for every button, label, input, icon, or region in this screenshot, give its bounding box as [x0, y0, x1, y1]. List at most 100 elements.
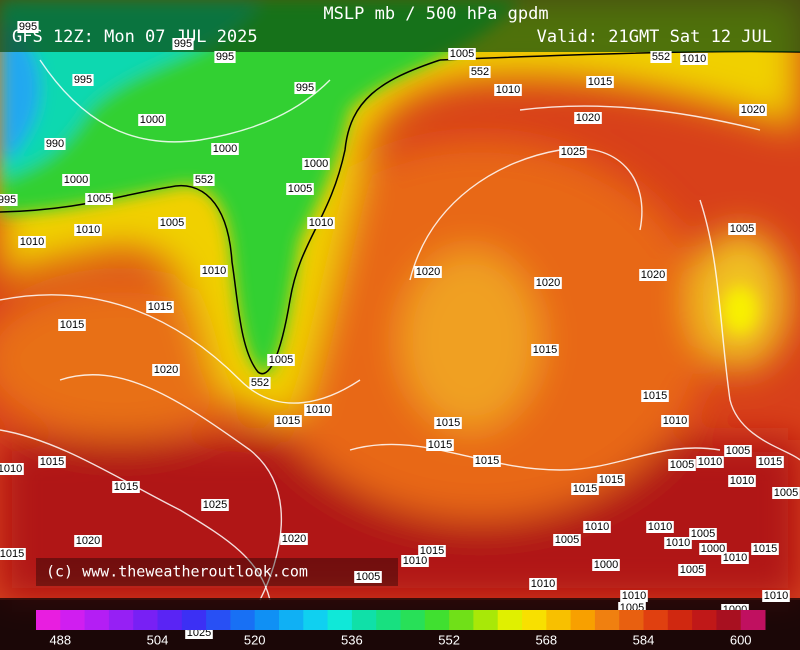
isobar-label: 1005 [269, 354, 293, 366]
isobar-label-box [646, 521, 674, 533]
isobar-label-box [280, 533, 308, 545]
colorbar-label: 488 [49, 632, 71, 647]
isobar-label-box [739, 104, 767, 116]
isobar-label: 1010 [403, 555, 427, 567]
isobar-label: 1010 [496, 84, 520, 96]
isobar-label-box [592, 559, 620, 571]
isobar-label-box [200, 265, 228, 277]
isobar-label: 1015 [588, 76, 612, 88]
colorbar-swatch [400, 610, 426, 630]
isobar-label: 1015 [533, 344, 557, 356]
isobar-label: 1005 [555, 534, 579, 546]
isobar-label-box [494, 84, 522, 96]
isobar-label-box [58, 319, 86, 331]
isobar-label-box [756, 456, 784, 468]
isobar-label-box [211, 143, 239, 155]
isobar-label-box [664, 537, 692, 549]
isobar-label-box [74, 224, 102, 236]
isobar-label-box [728, 475, 756, 487]
isobar-label: 1005 [87, 193, 111, 205]
colorbar-swatch [157, 610, 183, 630]
isobar-label-box [534, 277, 562, 289]
isobar-label-box [286, 183, 314, 195]
colorbar-swatch [230, 610, 256, 630]
isobar-label-box [751, 543, 779, 555]
colorbar-swatch [327, 610, 353, 630]
isobar-label: 1005 [730, 223, 754, 235]
isobar-label: 1000 [701, 543, 725, 555]
isobar-label-box [762, 590, 790, 602]
colorbar-swatch [497, 610, 523, 630]
isobar-label-box [158, 217, 186, 229]
colorbar-swatch [643, 610, 669, 630]
isobar-label: 995 [216, 51, 234, 63]
isobar-label-box [574, 112, 602, 124]
isobar-label-box [559, 146, 587, 158]
colorbar-label: 568 [535, 632, 557, 647]
isobar-label: 1005 [670, 459, 694, 471]
isobar-label-box [44, 138, 66, 150]
isobar-labels: 995 995 995 995 995 1000 990 1000 1000 1000 995 100… [0, 21, 800, 639]
isobar-label: 1000 [304, 158, 328, 170]
isobar-label-box [728, 223, 756, 235]
isobar-label: 1010 [723, 552, 747, 564]
isobar-label-box [650, 51, 672, 63]
isobar-label: 1020 [741, 104, 765, 116]
colorbar: 488 504 520 536 552 568 584 600 [36, 610, 766, 647]
isobar-label: 1015 [475, 455, 499, 467]
colorbar-label: 600 [730, 632, 752, 647]
isobar-label-box [571, 483, 599, 495]
colorbar-swatch [522, 610, 547, 630]
colorbar-swatch [254, 610, 280, 630]
isobar-label-box [620, 590, 648, 602]
colorbar-swatch [570, 610, 596, 630]
colorbar-swatch [667, 610, 693, 630]
isobar-label: 1010 [306, 404, 330, 416]
colorbar-swatch [473, 610, 499, 630]
isobar-label: 1015 [428, 439, 452, 451]
isobar-label-box [680, 53, 708, 65]
colorbar-label: 552 [438, 632, 460, 647]
colorbar-swatch [351, 610, 377, 630]
isobar-label-box [586, 76, 614, 88]
isobar-label-box [696, 456, 724, 468]
isobar-label: 1005 [680, 564, 704, 576]
isobar-label: 1005 [774, 487, 798, 499]
isobar-label-box [201, 499, 229, 511]
isobar-label-box [529, 578, 557, 590]
model-run: GFS 12Z: Mon 07 JUL 2025 [12, 27, 258, 47]
isobar-label: 995 [19, 21, 37, 33]
isobar-label: 1015 [60, 319, 84, 331]
isobar-label: 1010 [585, 521, 609, 533]
colorbar-swatch [108, 610, 134, 630]
isobar-label: 995 [74, 74, 92, 86]
colorbar-swatch [133, 610, 158, 630]
isobar-label: 1020 [641, 269, 665, 281]
isobar-label: 552 [251, 377, 269, 389]
isobar-label-box [72, 74, 94, 86]
isobar-label-box [112, 481, 140, 493]
colorbar-swatch [279, 610, 304, 630]
isobar-label-box [354, 571, 382, 583]
colorbar-label: 584 [633, 632, 655, 647]
isobar-label-box [17, 21, 39, 33]
isobar-label: 1005 [450, 48, 474, 60]
isobar-label-box [426, 439, 454, 451]
isobar-label-box [724, 445, 752, 457]
isobar-label: 1010 [0, 463, 22, 475]
colorbar-swatch [594, 610, 620, 630]
isobar-label: 1025 [203, 499, 227, 511]
isobar-label: 552 [471, 66, 489, 78]
colorbar-swatch [716, 610, 742, 630]
isobar-label-box [172, 38, 194, 50]
isobar-label: 1015 [40, 456, 64, 468]
isobar-label: 1015 [753, 543, 777, 555]
colorbar-swatch [206, 610, 231, 630]
colorbar-swatch [36, 610, 61, 630]
isobar-label-box [531, 344, 559, 356]
colorbar-swatch [303, 610, 329, 630]
isobar-label: 1005 [288, 183, 312, 195]
isobar-label-box [38, 456, 66, 468]
colorbar-swatch [546, 610, 572, 630]
